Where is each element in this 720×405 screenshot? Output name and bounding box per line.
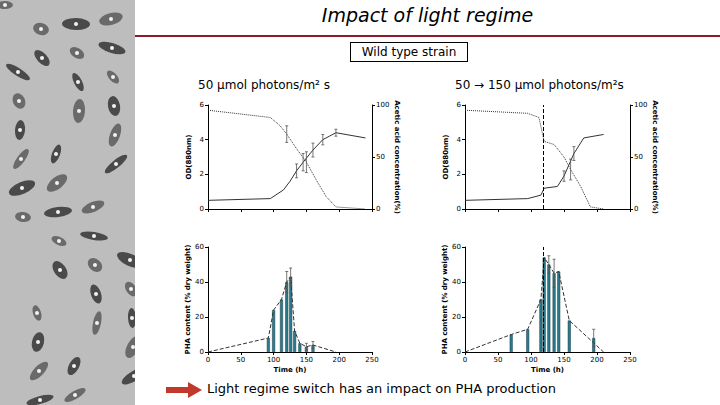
svg-text:150: 150 bbox=[300, 356, 313, 364]
svg-text:0: 0 bbox=[376, 205, 380, 213]
svg-text:50: 50 bbox=[376, 153, 385, 161]
svg-text:50 µmol photons/m² s: 50 µmol photons/m² s bbox=[198, 78, 330, 92]
svg-text:100: 100 bbox=[524, 356, 537, 364]
svg-text:200: 200 bbox=[333, 356, 346, 364]
html-text:Impact of light regime: Impact of light regime bbox=[321, 4, 534, 26]
svg-text:20: 20 bbox=[452, 313, 461, 321]
svg-text:150: 150 bbox=[557, 356, 570, 364]
svg-text:0: 0 bbox=[200, 205, 204, 213]
svg-text:250: 250 bbox=[365, 356, 378, 364]
svg-text:2: 2 bbox=[200, 170, 204, 178]
svg-text:OD(880nm): OD(880nm) bbox=[442, 134, 450, 179]
svg-text:0: 0 bbox=[634, 205, 638, 213]
svg-text:60: 60 bbox=[452, 243, 461, 251]
svg-text:250: 250 bbox=[623, 356, 636, 364]
html-text:Wild type strain: Wild type strain bbox=[361, 45, 457, 59]
svg-text:2: 2 bbox=[457, 170, 461, 178]
svg-text:0: 0 bbox=[200, 348, 204, 356]
svg-text:PHA content (% dry weight): PHA content (% dry weight) bbox=[441, 245, 449, 355]
svg-text:PHA content (% dry weight): PHA content (% dry weight) bbox=[184, 245, 192, 355]
html-text:Light regime switch has an imp: Light regime switch has an impact on PHA… bbox=[207, 381, 556, 396]
svg-text:Acetic acid concentration(%): Acetic acid concentration(%) bbox=[651, 100, 659, 214]
svg-text:40: 40 bbox=[195, 278, 204, 286]
svg-text:4: 4 bbox=[457, 136, 462, 144]
svg-text:100: 100 bbox=[634, 101, 647, 109]
svg-text:OD(880nm): OD(880nm) bbox=[185, 134, 193, 179]
svg-text:200: 200 bbox=[590, 356, 603, 364]
svg-text:20: 20 bbox=[195, 313, 204, 321]
svg-text:4: 4 bbox=[200, 136, 205, 144]
svg-text:50: 50 bbox=[494, 356, 503, 364]
svg-text:100: 100 bbox=[376, 101, 389, 109]
svg-text:0: 0 bbox=[206, 356, 210, 364]
svg-text:40: 40 bbox=[452, 278, 461, 286]
svg-text:Time (h): Time (h) bbox=[273, 366, 306, 374]
svg-text:50: 50 bbox=[634, 153, 643, 161]
svg-text:Acetic acid concentration(%): Acetic acid concentration(%) bbox=[393, 100, 401, 214]
svg-text:100: 100 bbox=[267, 356, 280, 364]
svg-text:6: 6 bbox=[200, 101, 205, 109]
svg-text:0: 0 bbox=[457, 348, 461, 356]
svg-text:0: 0 bbox=[463, 356, 467, 364]
svg-text:6: 6 bbox=[457, 101, 462, 109]
svg-text:Time (h): Time (h) bbox=[531, 366, 564, 374]
svg-text:60: 60 bbox=[195, 243, 204, 251]
svg-text:50 → 150 µmol photons/m²s: 50 → 150 µmol photons/m²s bbox=[455, 78, 624, 92]
svg-text:0: 0 bbox=[457, 205, 461, 213]
svg-text:50: 50 bbox=[236, 356, 245, 364]
